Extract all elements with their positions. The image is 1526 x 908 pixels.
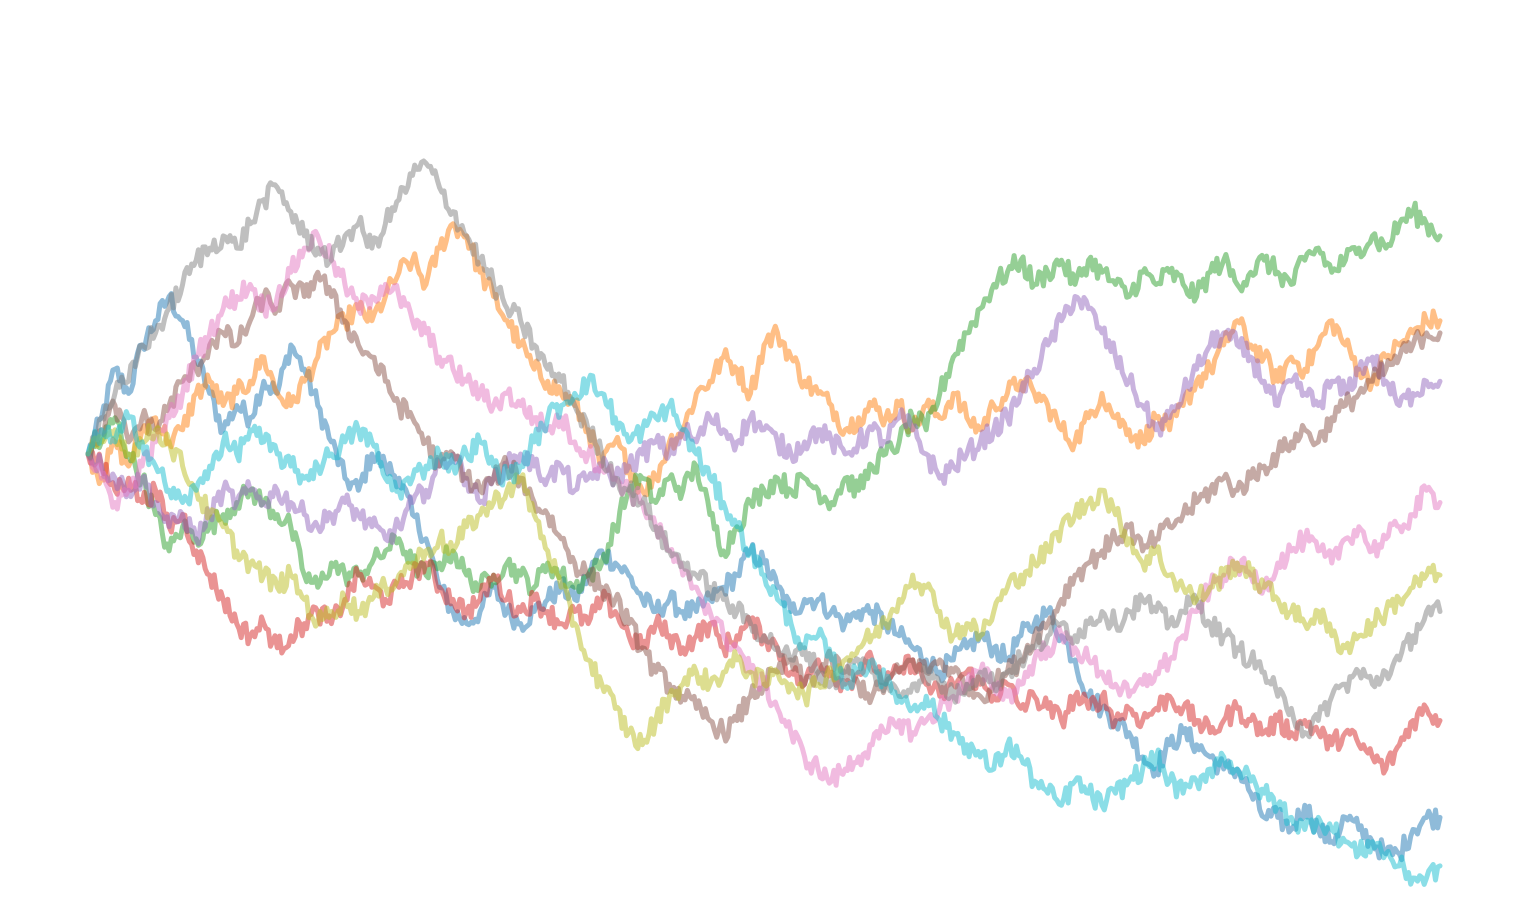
series-line-5 <box>85 294 1443 547</box>
series-line-8 <box>85 158 1443 740</box>
series-line-3 <box>85 200 1443 597</box>
series-group <box>85 158 1443 887</box>
series-line-2 <box>85 221 1443 498</box>
series-line-9 <box>85 423 1443 752</box>
series-line-10 <box>85 372 1443 887</box>
